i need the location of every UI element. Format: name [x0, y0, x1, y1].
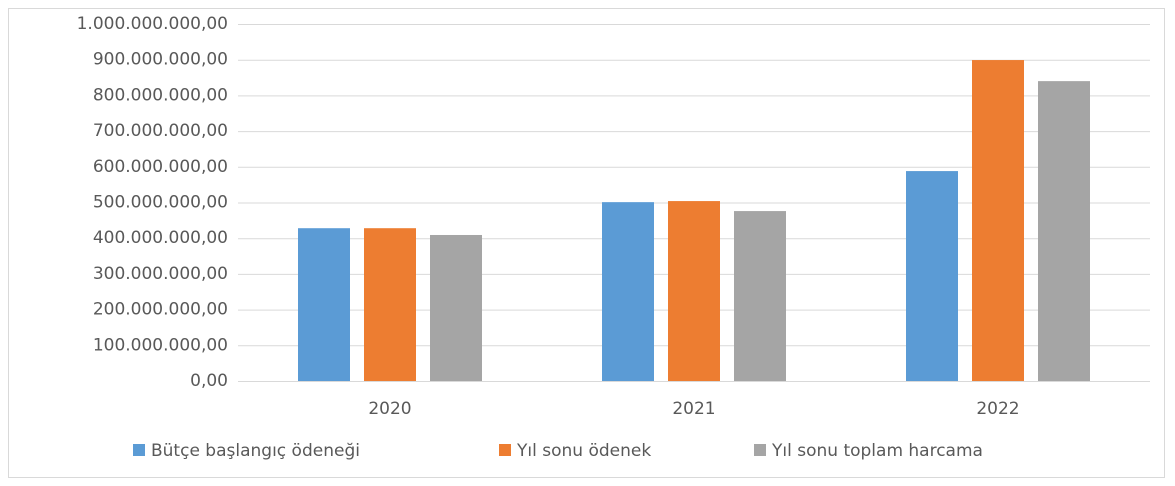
y-tick-label: 400.000.000,00	[93, 228, 228, 248]
legend-swatch	[754, 444, 766, 456]
legend-swatch	[499, 444, 511, 456]
x-tick-label: 2020	[368, 399, 411, 419]
bar	[906, 171, 958, 381]
y-tick-label: 900.000.000,00	[93, 50, 228, 70]
bar	[668, 201, 720, 381]
bar	[430, 234, 482, 381]
y-tick-label: 1.000.000.000,00	[77, 14, 228, 34]
bar	[734, 211, 786, 381]
legend-swatch	[133, 444, 145, 456]
y-tick-label: 600.000.000,00	[93, 157, 228, 177]
bar	[298, 228, 350, 381]
x-tick-label: 2022	[976, 399, 1019, 419]
x-tick-label: 2021	[672, 399, 715, 419]
y-tick-label: 800.000.000,00	[93, 85, 228, 105]
legend-label: Bütçe başlangıç ödeneği	[151, 441, 360, 461]
bar	[972, 60, 1024, 381]
y-tick-label: 300.000.000,00	[93, 264, 228, 284]
y-tick-label: 500.000.000,00	[93, 193, 228, 213]
legend-label: Yıl sonu toplam harcama	[771, 441, 983, 461]
bar	[602, 202, 654, 381]
legend-label: Yıl sonu ödenek	[516, 441, 651, 461]
y-tick-label: 200.000.000,00	[93, 300, 228, 320]
y-tick-label: 0,00	[190, 371, 228, 391]
bar	[364, 228, 416, 381]
bar	[1038, 81, 1090, 382]
y-tick-label: 700.000.000,00	[93, 121, 228, 141]
y-tick-label: 100.000.000,00	[93, 335, 228, 355]
chart-border	[8, 8, 1165, 478]
